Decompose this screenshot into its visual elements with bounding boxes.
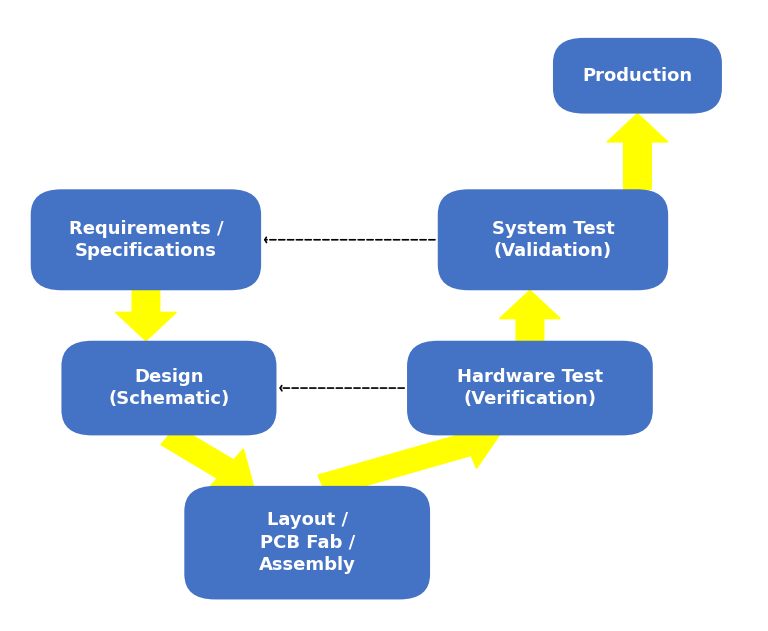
FancyArrow shape (115, 290, 177, 341)
FancyArrow shape (318, 421, 499, 497)
Text: Design
(Schematic): Design (Schematic) (108, 368, 230, 408)
FancyArrow shape (161, 426, 253, 490)
Text: Requirements /
Specifications: Requirements / Specifications (68, 220, 223, 260)
Text: Layout /
PCB Fab /
Assembly: Layout / PCB Fab / Assembly (259, 512, 356, 574)
Text: Production: Production (582, 67, 693, 85)
FancyBboxPatch shape (407, 341, 653, 435)
Text: Hardware Test
(Verification): Hardware Test (Verification) (457, 368, 603, 408)
FancyBboxPatch shape (553, 38, 722, 114)
Text: System Test
(Validation): System Test (Validation) (492, 220, 614, 260)
FancyBboxPatch shape (31, 189, 261, 290)
FancyBboxPatch shape (184, 486, 430, 599)
FancyArrow shape (499, 290, 561, 341)
FancyBboxPatch shape (438, 189, 668, 290)
FancyArrow shape (607, 114, 668, 189)
FancyBboxPatch shape (61, 341, 276, 435)
